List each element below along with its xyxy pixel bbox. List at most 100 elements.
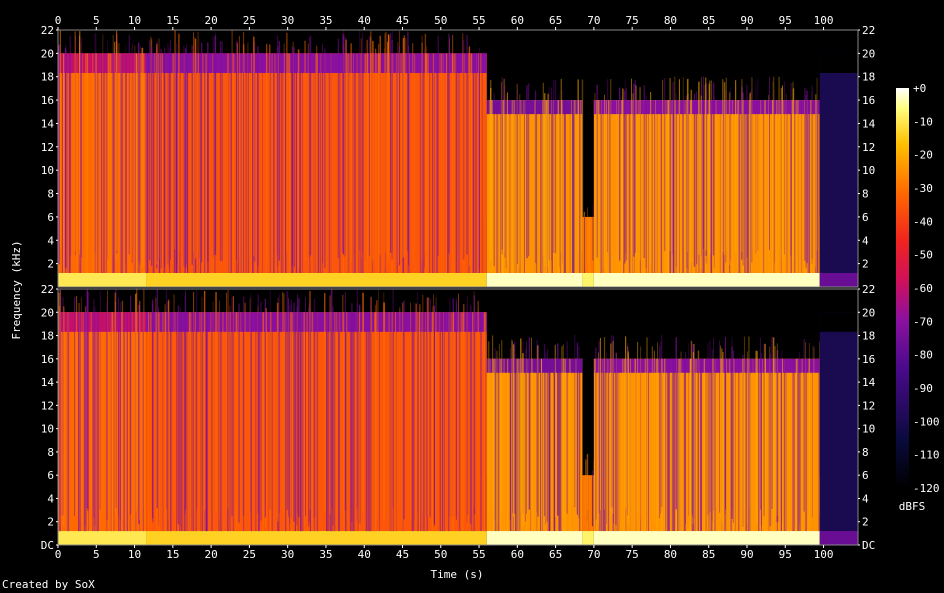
y-tick-label-left: 22: [41, 283, 54, 296]
y-tick-label-right: 2: [862, 258, 869, 271]
spectral-segment: [593, 334, 821, 545]
x-tick-label-top: 20: [204, 14, 217, 27]
x-tick-label-top: 5: [93, 14, 100, 27]
y-tick-label-right: 10: [862, 423, 875, 436]
y-tick-label-left: 18: [41, 330, 54, 343]
colorbar-tick-label: -100: [913, 415, 940, 428]
x-tick-label-top: 35: [319, 14, 332, 27]
x-tick-label-bottom: 90: [740, 548, 753, 561]
x-tick-label-top: 30: [281, 14, 294, 27]
x-tick-label-bottom: 65: [549, 548, 562, 561]
y-tick-label-left: 6: [47, 469, 54, 482]
spectral-segment: [593, 76, 820, 287]
y-axis-label: Frequency (kHz): [10, 240, 23, 339]
colorbar-label: dBFS: [899, 500, 926, 513]
y-tick-label-right: 12: [862, 399, 875, 412]
y-tick-label-left: 20: [41, 47, 54, 60]
x-tick-label-top: 95: [779, 14, 792, 27]
y-tick-label-left: 4: [47, 492, 54, 505]
y-tick-label-left: 2: [47, 258, 54, 271]
colorbar-tick-label: -60: [913, 282, 933, 295]
y-tick-label-right: 12: [862, 141, 875, 154]
x-tick-label-top: 25: [243, 14, 256, 27]
x-tick-label-top: 100: [814, 14, 834, 27]
x-tick-label-bottom: 75: [626, 548, 639, 561]
y-tick-label-right: 8: [862, 188, 869, 201]
panel-border: [57, 288, 859, 546]
x-tick-label-top: 45: [396, 14, 409, 27]
y-tick-label-left: 14: [41, 117, 55, 130]
y-tick-label-right: 4: [862, 234, 869, 247]
y-tick-label-right: 6: [862, 211, 869, 224]
colorbar: +0 -10 -20 -30 -40 -50 -60 -70 -80 -90 -100 -110 -12…: [896, 82, 940, 513]
x-tick-label-bottom: 35: [319, 548, 332, 561]
x-tick-label-top: 75: [626, 14, 639, 27]
spectrogram-panels: [57, 29, 859, 546]
y-tick-label-left: 10: [41, 423, 54, 436]
y-tick-label-left: 10: [41, 164, 54, 177]
y-tick-label-right: 22: [862, 24, 875, 37]
y-tick-label-left: 20: [41, 306, 54, 319]
colorbar-tick-label: -40: [913, 215, 933, 228]
colorbar-tick-label: -30: [913, 182, 933, 195]
x-tick-label-bottom: 25: [243, 548, 256, 561]
spectral-segment: [58, 288, 147, 545]
colorbar-tick-label: -80: [913, 349, 933, 362]
x-tick-label-bottom: 0: [55, 548, 62, 561]
x-tick-label-top: 85: [702, 14, 715, 27]
spectral-segment: [146, 29, 487, 287]
x-tick-label-top: 80: [664, 14, 677, 27]
x-tick-label-bottom: 30: [281, 548, 294, 561]
x-tick-label-top: 40: [358, 14, 371, 27]
y-tick-label-left: 8: [47, 188, 54, 201]
colorbar-ticks: +0 -10 -20 -30 -40 -50 -60 -70 -80 -90 -100 -110 -12…: [913, 82, 940, 495]
y-tick-label-left: 4: [47, 234, 54, 247]
colorbar-tick-label: -90: [913, 382, 933, 395]
colorbar-tick-label: -110: [913, 449, 940, 462]
y-tick-label-right: 20: [862, 47, 875, 60]
spectral-segment: [819, 312, 858, 545]
y-tick-label-left: 14: [41, 376, 55, 389]
spectral-segment: [58, 30, 147, 287]
y-tick-label-right: 14: [862, 376, 876, 389]
spectral-segment: [819, 53, 858, 287]
x-tick-label-bottom: 40: [358, 548, 371, 561]
y-tick-label-right: 22: [862, 283, 875, 296]
x-tick-label-top: 0: [55, 14, 62, 27]
x-tick-label-bottom: 70: [587, 548, 600, 561]
x-tick-label-top: 90: [740, 14, 753, 27]
x-tick-label-top: 15: [166, 14, 179, 27]
x-tick-label-bottom: 20: [204, 548, 217, 561]
y-tick-label-right: 16: [862, 353, 875, 366]
colorbar-tick-label: -20: [913, 149, 933, 162]
colorbar-tick-label: -70: [913, 315, 933, 328]
x-tick-label-bottom: 60: [511, 548, 524, 561]
y-tick-label-left: 22: [41, 24, 54, 37]
y-tick-label-left: 16: [41, 353, 54, 366]
colorbar-tick-label: -120: [913, 482, 940, 495]
y-tick-label-right: 20: [862, 306, 875, 319]
x-tick-label-bottom: 10: [128, 548, 141, 561]
y-tick-label-right: 18: [862, 330, 875, 343]
spectrogram-channel-1: [57, 29, 859, 288]
y-tick-label-left: 16: [41, 94, 54, 107]
x-tick-label-top: 60: [511, 14, 524, 27]
x-tick-label-top: 10: [128, 14, 141, 27]
spectral-segment: [486, 335, 583, 545]
x-tick-label-bottom: 100: [814, 548, 834, 561]
x-tick-label-top: 70: [587, 14, 600, 27]
x-tick-label-top: 55: [472, 14, 485, 27]
y-tick-label-right: 2: [862, 516, 869, 529]
spectrogram-channel-2: [57, 288, 859, 546]
y-tick-label-left: 12: [41, 399, 54, 412]
x-tick-label-top: 65: [549, 14, 562, 27]
colorbar-gradient: [896, 88, 909, 488]
colorbar-tick-label: +0: [913, 82, 926, 95]
y-tick-label-left: 6: [47, 211, 54, 224]
credit-text: Created by SoX: [2, 578, 95, 591]
y-tick-label-right: 4: [862, 492, 869, 505]
x-tick-label-bottom: 45: [396, 548, 409, 561]
colorbar-tick-label: -10: [913, 115, 933, 128]
x-tick-label-top: 50: [434, 14, 447, 27]
